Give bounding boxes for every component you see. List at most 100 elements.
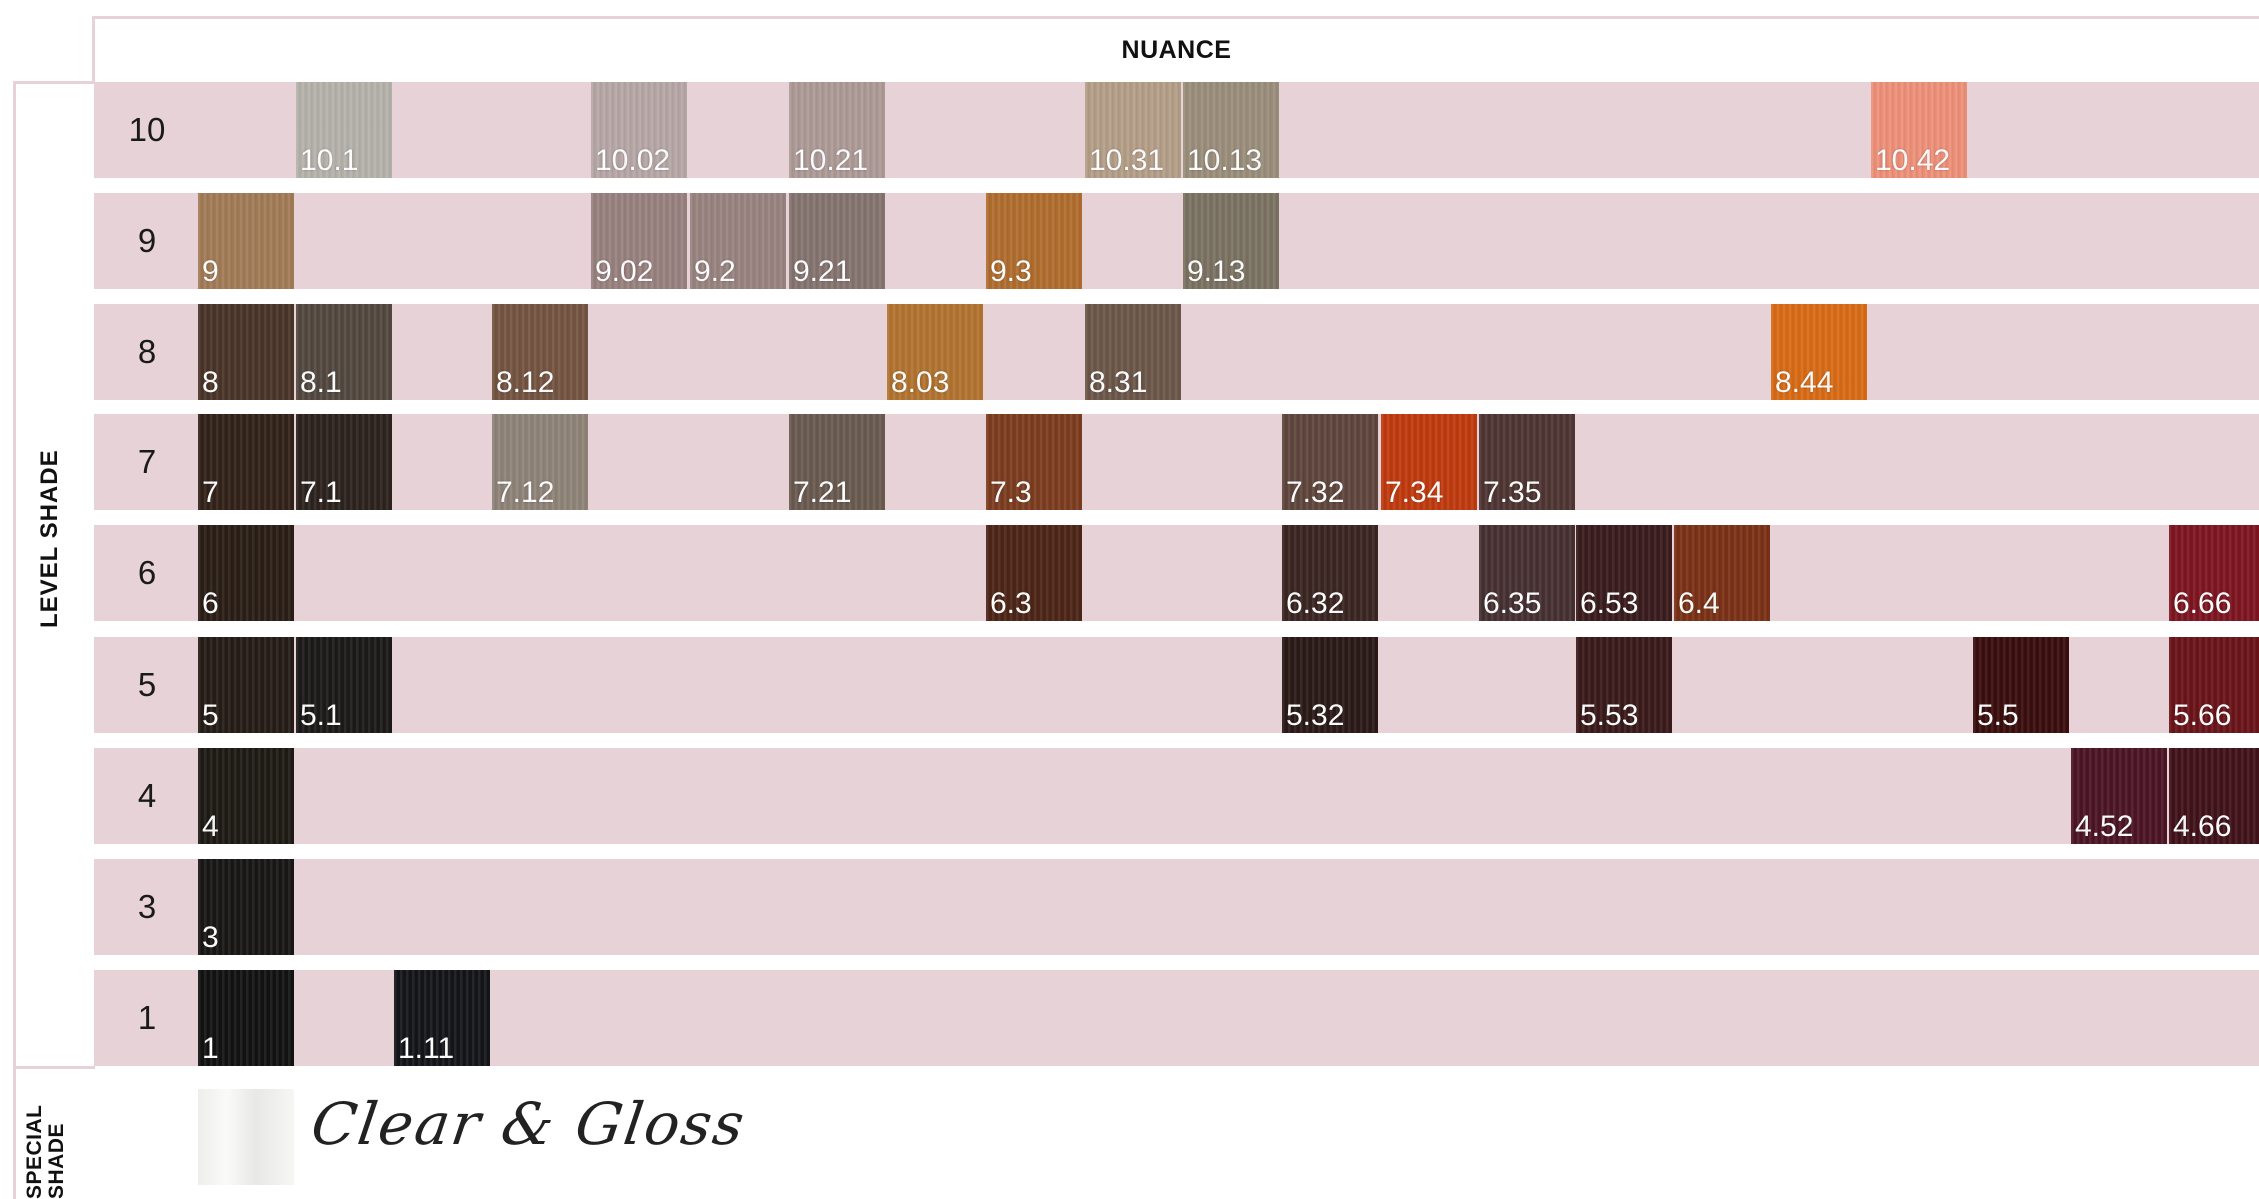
shade-swatch: 7 bbox=[198, 414, 294, 510]
shade-swatch-label: 10.21 bbox=[793, 144, 869, 177]
shade-swatch-label: 9.3 bbox=[990, 255, 1032, 288]
shade-swatch-label: 7.32 bbox=[1286, 476, 1345, 509]
shade-swatch-label: 5.53 bbox=[1580, 699, 1639, 732]
level-axis-top-line bbox=[13, 81, 95, 84]
special-shade-axis-label: SPECIAL SHADE bbox=[23, 1104, 68, 1199]
level-number: 5 bbox=[137, 666, 157, 703]
shade-swatch: 9.21 bbox=[789, 193, 885, 289]
shade-swatch-label: 8.31 bbox=[1089, 366, 1148, 399]
shade-swatch-label: 5 bbox=[202, 699, 219, 732]
shade-swatch: 10.21 bbox=[789, 82, 885, 178]
shade-swatch-label: 6.3 bbox=[990, 587, 1032, 620]
shade-swatch-label: 6 bbox=[202, 587, 219, 620]
shade-swatch-label: 6.32 bbox=[1286, 587, 1345, 620]
shade-swatch-label: 8 bbox=[202, 366, 219, 399]
shade-swatch-label: 10.31 bbox=[1089, 144, 1165, 177]
shade-swatch: 4 bbox=[198, 748, 294, 844]
shade-swatch-label: 8.12 bbox=[496, 366, 555, 399]
shade-swatch: 7.32 bbox=[1282, 414, 1378, 510]
shade-swatch-label: 10.13 bbox=[1187, 144, 1263, 177]
shade-swatch-label: 5.5 bbox=[1977, 699, 2019, 732]
level-number: 3 bbox=[137, 888, 157, 925]
shade-swatch-label: 9.2 bbox=[694, 255, 736, 288]
shade-swatch: 8.1 bbox=[296, 304, 392, 400]
shade-swatch-label: 8.1 bbox=[300, 366, 342, 399]
shade-swatch-label: 1.11 bbox=[398, 1032, 455, 1065]
shade-swatch: 10.31 bbox=[1085, 82, 1181, 178]
shade-swatch: 7.34 bbox=[1381, 414, 1477, 510]
shade-swatch: 10.02 bbox=[591, 82, 687, 178]
shade-swatch-label: 10.1 bbox=[300, 144, 359, 177]
special-shade-label-line1: SPECIAL bbox=[23, 1104, 46, 1199]
level-number: 7 bbox=[137, 443, 157, 480]
shade-swatch: 10.13 bbox=[1183, 82, 1279, 178]
level-shade-axis-label: LEVEL SHADE bbox=[36, 449, 63, 628]
shade-swatch: 8 bbox=[198, 304, 294, 400]
shade-swatch: 8.31 bbox=[1085, 304, 1181, 400]
shade-swatch: 3 bbox=[198, 859, 294, 955]
shade-swatch-label: 7.34 bbox=[1385, 476, 1444, 509]
shade-swatch: 7.3 bbox=[986, 414, 1082, 510]
shade-swatch: 6.66 bbox=[2169, 525, 2259, 621]
shade-swatch-label: 7.3 bbox=[990, 476, 1032, 509]
level-number: 9 bbox=[137, 222, 157, 259]
shade-swatch: 6.53 bbox=[1576, 525, 1672, 621]
header-top-line bbox=[94, 16, 2259, 19]
level-band-9 bbox=[94, 193, 2259, 289]
shade-swatch: 9.13 bbox=[1183, 193, 1279, 289]
shade-swatch-label: 7 bbox=[202, 476, 219, 509]
shade-swatch-label: 6.35 bbox=[1483, 587, 1542, 620]
level-axis-left-line bbox=[13, 81, 16, 1067]
level-band-3 bbox=[94, 859, 2259, 955]
shade-swatch: 6.3 bbox=[986, 525, 1082, 621]
level-band-6 bbox=[94, 525, 2259, 621]
shade-swatch: 6.4 bbox=[1674, 525, 1770, 621]
level-band-7 bbox=[94, 414, 2259, 510]
shade-swatch-label: 4.52 bbox=[2075, 810, 2134, 843]
shade-swatch: 5.5 bbox=[1973, 637, 2069, 733]
shade-swatch: 5.32 bbox=[1282, 637, 1378, 733]
shade-swatch-label: 10.02 bbox=[595, 144, 671, 177]
shade-swatch-label: 10.42 bbox=[1875, 144, 1951, 177]
level-number: 10 bbox=[128, 111, 166, 148]
shade-swatch-label: 7.35 bbox=[1483, 476, 1542, 509]
shade-swatch: 8.12 bbox=[492, 304, 588, 400]
shade-swatch-label: 8.03 bbox=[891, 366, 950, 399]
shade-swatch: 7.12 bbox=[492, 414, 588, 510]
shade-swatch: 9.2 bbox=[690, 193, 786, 289]
shade-swatch-label: 6.4 bbox=[1678, 587, 1720, 620]
shade-swatch-label: 7.12 bbox=[496, 476, 555, 509]
level-number: 6 bbox=[137, 554, 157, 591]
clear-gloss-label: Clear & Gloss bbox=[307, 1090, 751, 1158]
special-shade-label-line2: SHADE bbox=[45, 1122, 68, 1199]
shade-swatch: 1.11 bbox=[394, 970, 490, 1066]
shade-swatch: 7.1 bbox=[296, 414, 392, 510]
shade-swatch: 5 bbox=[198, 637, 294, 733]
level-number: 1 bbox=[137, 999, 157, 1036]
shade-swatch: 4.52 bbox=[2071, 748, 2167, 844]
level-band-5 bbox=[94, 637, 2259, 733]
shade-swatch-label: 9.13 bbox=[1187, 255, 1246, 288]
shade-swatch: 6.35 bbox=[1479, 525, 1575, 621]
shade-swatch: 9.02 bbox=[591, 193, 687, 289]
clear-gloss-swatch bbox=[198, 1089, 294, 1185]
shade-swatch: 5.53 bbox=[1576, 637, 1672, 733]
shade-swatch: 8.03 bbox=[887, 304, 983, 400]
shade-swatch-label: 4 bbox=[202, 810, 219, 843]
level-number: 4 bbox=[137, 777, 157, 814]
shade-swatch: 9 bbox=[198, 193, 294, 289]
shade-swatch-label: 1 bbox=[202, 1032, 219, 1065]
shade-swatch-label: 6.53 bbox=[1580, 587, 1639, 620]
shade-swatch-label: 7.21 bbox=[793, 476, 852, 509]
shade-swatch: 7.21 bbox=[789, 414, 885, 510]
level-number: 8 bbox=[137, 333, 157, 370]
shade-swatch-label: 5.66 bbox=[2173, 699, 2232, 732]
shade-swatch-label: 9.21 bbox=[793, 255, 852, 288]
shade-swatch-label: 9.02 bbox=[595, 255, 654, 288]
shade-swatch: 9.3 bbox=[986, 193, 1082, 289]
shade-swatch-label: 9 bbox=[202, 255, 219, 288]
shade-swatch: 10.1 bbox=[296, 82, 392, 178]
special-axis-top-line bbox=[13, 1066, 95, 1069]
shade-swatch: 7.35 bbox=[1479, 414, 1575, 510]
shade-swatch-label: 4.66 bbox=[2173, 810, 2232, 843]
